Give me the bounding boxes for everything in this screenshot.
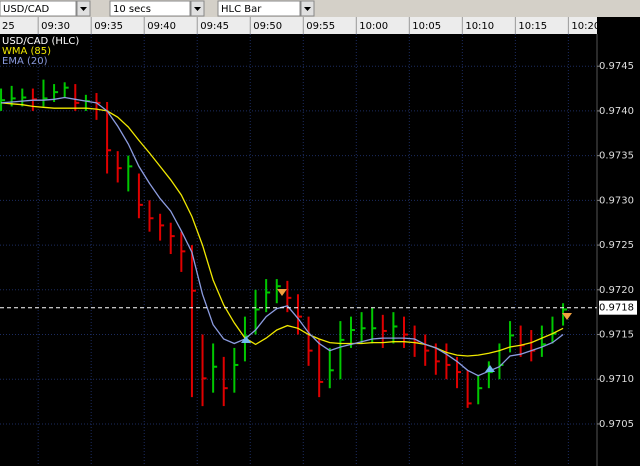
x-tick-label: 09:30 [41,21,70,32]
time-axis-bar [0,17,597,34]
style-text: HLC Bar [221,4,262,15]
x-tick-label: 09:45 [200,21,229,32]
x-tick-label: 10:15 [518,21,547,32]
x-tick-label: 10:10 [465,21,494,32]
x-tick-label: 09:35 [94,21,123,32]
toolbar [0,0,640,17]
x-tick-label: 10:00 [359,21,388,32]
sell-signal [562,313,572,320]
plot-area [0,34,597,466]
dropdown-arrow [80,7,87,11]
x-tick-label: 09:40 [147,21,176,32]
x-tick-label: 09:55 [306,21,335,32]
x-tick-label: 09:50 [253,21,282,32]
symbol-text: USD/CAD [3,4,50,15]
y-tick-label: 0.9730 [599,195,634,206]
interval-select[interactable] [109,0,191,17]
current-price-label: 0.9718 [599,303,634,314]
legend-wma: WMA (85) [2,46,51,57]
indicator-line [1,102,564,357]
x-tick-label: 10:20 [571,21,600,32]
y-tick-label: 0.9705 [599,419,634,430]
y-tick-label: 0.9710 [599,374,634,385]
buy-signal [485,365,495,372]
legend-main: USD/CAD (HLC) [2,36,79,47]
buy-signal [241,336,251,343]
x-tick-label: 10:05 [412,21,441,32]
y-tick-label: 0.9740 [599,106,634,117]
y-tick-label: 0.9715 [599,330,634,341]
y-tick-label: 0.9745 [599,61,634,72]
axis-corner [597,17,640,34]
symbol-input[interactable] [0,0,77,17]
sell-signal [277,289,287,296]
x-tick-label: 25 [2,21,15,32]
style-select[interactable] [217,0,301,17]
dropdown-arrow [194,7,201,11]
y-tick-label: 0.9720 [599,285,634,296]
y-tick-label: 0.9725 [599,240,634,251]
legend-ema: EMA (20) [2,56,48,67]
current-price-box [599,300,637,315]
interval-text: 10 secs [113,4,151,15]
dropdown-arrow [304,7,311,11]
y-tick-label: 0.9735 [599,151,634,162]
